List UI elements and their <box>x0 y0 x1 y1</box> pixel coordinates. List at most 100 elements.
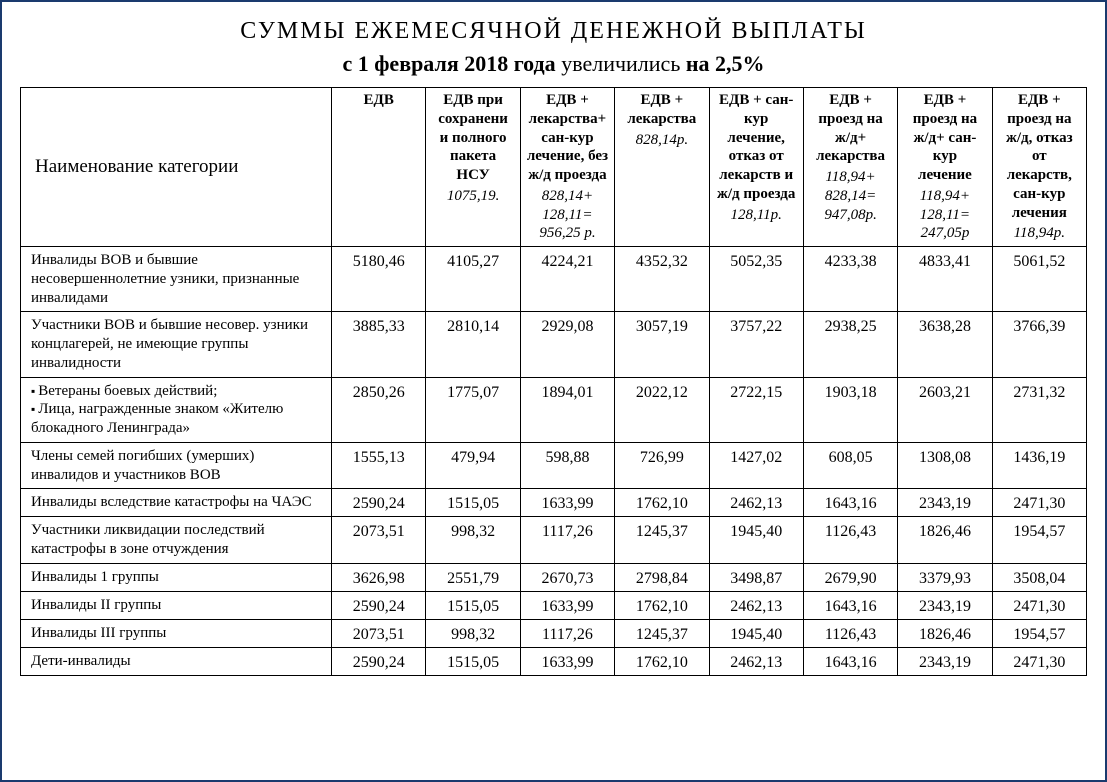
row-8-col-2-value: 1117,26 <box>520 619 614 647</box>
row-7-col-0-value: 2590,24 <box>332 591 426 619</box>
header-col-5-label: ЕДВ + проезд на ж/д+ лекарства <box>816 92 885 164</box>
row-2-col-7-value: 2731,32 <box>992 377 1086 442</box>
row-0-col-1-value: 4105,27 <box>426 247 520 312</box>
row-5-col-0-value: 2073,51 <box>332 517 426 564</box>
row-5-category: Участники ликвидации последствий катастр… <box>21 517 332 564</box>
row-8-col-7-value: 1954,57 <box>992 619 1086 647</box>
row-4-col-7-value: 2471,30 <box>992 489 1086 517</box>
row-5-col-6-value: 1826,46 <box>898 517 992 564</box>
header-col-0-label: ЕДВ <box>364 92 394 108</box>
row-3-col-3-value: 726,99 <box>615 442 709 489</box>
row-4-category: Инвалиды вследствие катастрофы на ЧАЭС <box>21 489 332 517</box>
table-row: Участники ВОВ и бывшие несовер. узники к… <box>21 312 1087 377</box>
header-col-1: ЕДВ при сохранени и полного пакета НСУ 10… <box>426 88 520 247</box>
row-9-col-3-value: 1762,10 <box>615 647 709 675</box>
row-2-col-2-value: 1894,01 <box>520 377 614 442</box>
row-5-col-5-value: 1126,43 <box>803 517 897 564</box>
row-7-col-2-value: 1633,99 <box>520 591 614 619</box>
row-5-col-4-value: 1945,40 <box>709 517 803 564</box>
row-1-category: Участники ВОВ и бывшие несовер. узники к… <box>21 312 332 377</box>
table-row: Инвалиды 1 группы3626,982551,792670,7327… <box>21 563 1087 591</box>
document-page: СУММЫ ЕЖЕМЕСЯЧНОЙ ДЕНЕЖНОЙ ВЫПЛАТЫ с 1 ф… <box>0 0 1107 782</box>
row-1-col-1-value: 2810,14 <box>426 312 520 377</box>
row-2-col-4-value: 2722,15 <box>709 377 803 442</box>
row-7-col-4-value: 2462,13 <box>709 591 803 619</box>
header-col-0: ЕДВ <box>332 88 426 247</box>
payments-table: Наименование категории ЕДВ ЕДВ при сохран… <box>20 87 1087 676</box>
row-0-col-2-value: 4224,21 <box>520 247 614 312</box>
header-col-6: ЕДВ + проезд на ж/д+ сан-кур лечение118,… <box>898 88 992 247</box>
row-2-bullets: Ветераны боевых действий;Лица, награжден… <box>31 382 323 438</box>
row-8-col-3-value: 1245,37 <box>615 619 709 647</box>
row-2-col-5-value: 1903,18 <box>803 377 897 442</box>
row-5-col-1-value: 998,32 <box>426 517 520 564</box>
header-col-3: ЕДВ + лекарства828,14р. <box>615 88 709 247</box>
row-6-category: Инвалиды 1 группы <box>21 563 332 591</box>
row-0-col-6-value: 4833,41 <box>898 247 992 312</box>
table-row: Участники ликвидации последствий катастр… <box>21 517 1087 564</box>
row-6-col-0-value: 3626,98 <box>332 563 426 591</box>
row-1-col-2-value: 2929,08 <box>520 312 614 377</box>
row-6-col-2-value: 2670,73 <box>520 563 614 591</box>
row-7-col-3-value: 1762,10 <box>615 591 709 619</box>
row-2-category: Ветераны боевых действий;Лица, награжден… <box>21 377 332 442</box>
row-6-col-1-value: 2551,79 <box>426 563 520 591</box>
header-col-4-subnote: 128,11р. <box>716 206 797 225</box>
row-9-col-2-value: 1633,99 <box>520 647 614 675</box>
row-0-col-0-value: 5180,46 <box>332 247 426 312</box>
row-8-col-5-value: 1126,43 <box>803 619 897 647</box>
row-9-col-0-value: 2590,24 <box>332 647 426 675</box>
row-3-col-1-value: 479,94 <box>426 442 520 489</box>
table-row: Ветераны боевых действий;Лица, награжден… <box>21 377 1087 442</box>
row-0-col-5-value: 4233,38 <box>803 247 897 312</box>
title2-prefix: с 1 февраля 2018 года <box>342 51 555 76</box>
row-4-col-2-value: 1633,99 <box>520 489 614 517</box>
row-6-col-3-value: 2798,84 <box>615 563 709 591</box>
header-col-6-subnote: 118,94+ 128,11= 247,05р <box>904 187 985 243</box>
row-8-col-1-value: 998,32 <box>426 619 520 647</box>
table-row: Члены семей погибших (умерших) инвалидов… <box>21 442 1087 489</box>
row-1-col-6-value: 3638,28 <box>898 312 992 377</box>
header-col-4-label: ЕДВ + сан-кур лечение, отказ от лекарств… <box>717 92 795 202</box>
table-header-row: Наименование категории ЕДВ ЕДВ при сохран… <box>21 88 1087 247</box>
row-1-col-3-value: 3057,19 <box>615 312 709 377</box>
table-row: Инвалиды III группы2073,51998,321117,261… <box>21 619 1087 647</box>
row-2-bullet-0: Ветераны боевых действий; <box>31 382 323 401</box>
title2-mid: увеличились <box>561 51 680 76</box>
row-1-col-4-value: 3757,22 <box>709 312 803 377</box>
title2-suffix: на 2,5% <box>686 51 765 76</box>
header-col-2-label: ЕДВ + лекарства+ сан-кур лечение, без ж/… <box>527 92 608 183</box>
row-3-category: Члены семей погибших (умерших) инвалидов… <box>21 442 332 489</box>
header-col-7-subnote: 118,94р. <box>999 224 1080 243</box>
table-row: Инвалиды II группы2590,241515,051633,991… <box>21 591 1087 619</box>
row-7-col-1-value: 1515,05 <box>426 591 520 619</box>
page-title-line2: с 1 февраля 2018 года увеличились на 2,5… <box>20 51 1087 77</box>
row-0-category: Инвалиды ВОВ и бывшие несовершеннолетние… <box>21 247 332 312</box>
row-3-col-2-value: 598,88 <box>520 442 614 489</box>
row-7-col-7-value: 2471,30 <box>992 591 1086 619</box>
header-col-1-subnote: 1075,19. <box>432 187 513 206</box>
row-2-col-0-value: 2850,26 <box>332 377 426 442</box>
row-1-col-5-value: 2938,25 <box>803 312 897 377</box>
header-col-3-subnote: 828,14р. <box>621 131 702 150</box>
table-head: Наименование категории ЕДВ ЕДВ при сохран… <box>21 88 1087 247</box>
row-4-col-5-value: 1643,16 <box>803 489 897 517</box>
table-body: Инвалиды ВОВ и бывшие несовершеннолетние… <box>21 247 1087 676</box>
row-6-col-4-value: 3498,87 <box>709 563 803 591</box>
row-6-col-7-value: 3508,04 <box>992 563 1086 591</box>
row-5-col-7-value: 1954,57 <box>992 517 1086 564</box>
table-row: Инвалиды ВОВ и бывшие несовершеннолетние… <box>21 247 1087 312</box>
row-9-col-4-value: 2462,13 <box>709 647 803 675</box>
row-0-col-7-value: 5061,52 <box>992 247 1086 312</box>
header-col-1-label: ЕДВ при сохранени и полного пакета НСУ <box>438 92 508 183</box>
header-category: Наименование категории <box>21 88 332 247</box>
table-row: Дети-инвалиды2590,241515,051633,991762,1… <box>21 647 1087 675</box>
row-9-col-5-value: 1643,16 <box>803 647 897 675</box>
row-5-col-3-value: 1245,37 <box>615 517 709 564</box>
row-7-col-5-value: 1643,16 <box>803 591 897 619</box>
row-4-col-1-value: 1515,05 <box>426 489 520 517</box>
row-8-col-0-value: 2073,51 <box>332 619 426 647</box>
header-col-5: ЕДВ + проезд на ж/д+ лекарства118,94+ 82… <box>803 88 897 247</box>
row-2-bullet-1: Лица, награжденные знаком «Жителю блокад… <box>31 400 323 438</box>
row-7-col-6-value: 2343,19 <box>898 591 992 619</box>
